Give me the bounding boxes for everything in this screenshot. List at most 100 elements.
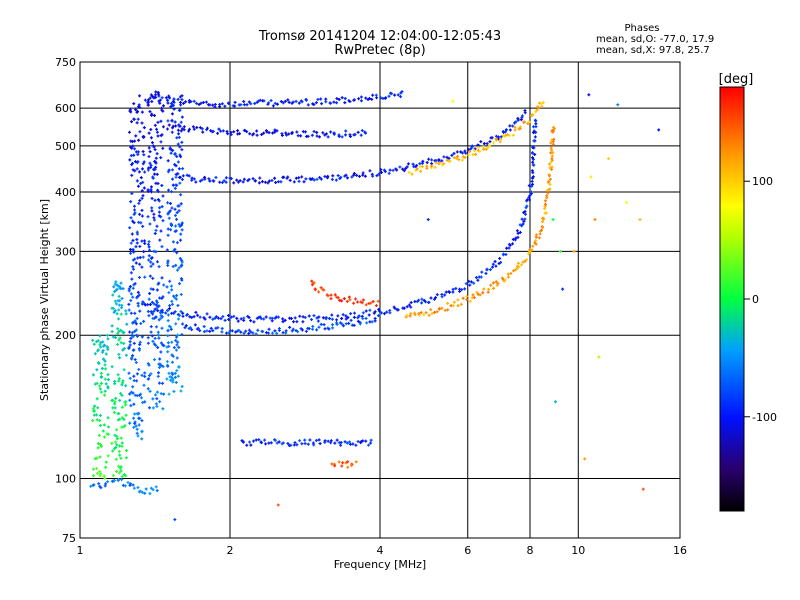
column-point (98, 424, 102, 428)
column-point (160, 245, 164, 249)
trace-point (148, 491, 152, 495)
column-point (154, 95, 158, 99)
column-point (95, 471, 99, 475)
trace-point (318, 135, 322, 139)
column-point (106, 454, 110, 458)
trace-point (267, 179, 271, 183)
trace-point (309, 318, 313, 322)
trace-point (242, 177, 246, 181)
column-point (135, 372, 139, 376)
trace-point (300, 442, 304, 446)
trace-point (211, 317, 215, 321)
trace-point (496, 281, 500, 285)
trace-point (531, 160, 535, 164)
column-point (152, 114, 156, 118)
scatter-point (625, 201, 629, 205)
trace-point (482, 287, 486, 291)
trace-point (343, 440, 347, 444)
column-point (130, 331, 134, 335)
trace-point (153, 307, 157, 311)
column-point (141, 180, 145, 184)
trace-point (149, 486, 153, 490)
column-point (150, 311, 154, 315)
column-point (177, 108, 181, 112)
trace-point (492, 286, 496, 290)
column-point (103, 343, 107, 347)
column-point (153, 198, 157, 202)
column-point (150, 334, 154, 338)
column-point (161, 219, 165, 223)
trace-point (287, 100, 291, 104)
column-point (155, 306, 159, 310)
trace-point (179, 129, 183, 133)
trace-point (360, 129, 364, 133)
trace-point (531, 156, 535, 160)
column-point (149, 372, 153, 376)
column-point (166, 261, 170, 265)
trace-point (239, 317, 243, 321)
trace-point (463, 287, 467, 291)
trace-point (160, 96, 164, 100)
column-point (119, 469, 123, 473)
trace-point (224, 176, 228, 180)
trace-point (97, 482, 101, 486)
column-point (118, 336, 122, 340)
trace-point (254, 438, 258, 442)
trace-point (185, 173, 189, 177)
column-point (140, 239, 144, 243)
column-point (151, 276, 155, 280)
trace-point (550, 157, 554, 161)
column-point (96, 348, 100, 352)
column-point (120, 405, 124, 409)
column-point (136, 153, 140, 157)
trace-point (286, 98, 290, 102)
column-point (129, 241, 133, 245)
trace-point (266, 181, 270, 185)
trace-point (479, 140, 483, 144)
column-point (180, 115, 184, 119)
trace-point (506, 272, 510, 276)
column-point (179, 232, 183, 236)
trace-point (333, 441, 337, 445)
trace-point (288, 178, 292, 182)
trace-point (306, 134, 310, 138)
column-point (122, 417, 126, 421)
column-point (138, 262, 142, 266)
trace-point (533, 135, 537, 139)
trace-point (330, 313, 334, 317)
column-point (177, 365, 181, 369)
column-point (130, 277, 134, 281)
column-point (176, 303, 180, 307)
trace-point (360, 301, 364, 305)
column-point (153, 232, 157, 236)
trace-point (468, 150, 472, 154)
column-point (156, 345, 160, 349)
trace-point (534, 233, 538, 237)
column-point (120, 416, 124, 420)
x-tick-label: 2 (227, 544, 234, 557)
column-point (172, 389, 176, 393)
trace-point (415, 167, 419, 171)
trace-point (270, 179, 274, 183)
trace-point (239, 103, 243, 107)
trace-point (345, 441, 349, 445)
trace-point (518, 127, 522, 131)
column-point (173, 247, 177, 251)
column-point (150, 196, 154, 200)
column-point (157, 210, 161, 214)
column-point (167, 344, 171, 348)
trace-point (451, 304, 455, 308)
trace-point (213, 102, 217, 106)
column-point (150, 256, 154, 260)
column-point (178, 224, 182, 228)
column-point (171, 148, 175, 152)
trace-point (353, 311, 357, 315)
trace-point (277, 328, 281, 332)
trace-point (548, 187, 552, 191)
column-point (178, 282, 182, 286)
trace-point (377, 172, 381, 176)
trace-point (329, 439, 333, 443)
trace-point (425, 160, 429, 164)
column-point (128, 158, 132, 162)
trace-point (275, 102, 279, 106)
